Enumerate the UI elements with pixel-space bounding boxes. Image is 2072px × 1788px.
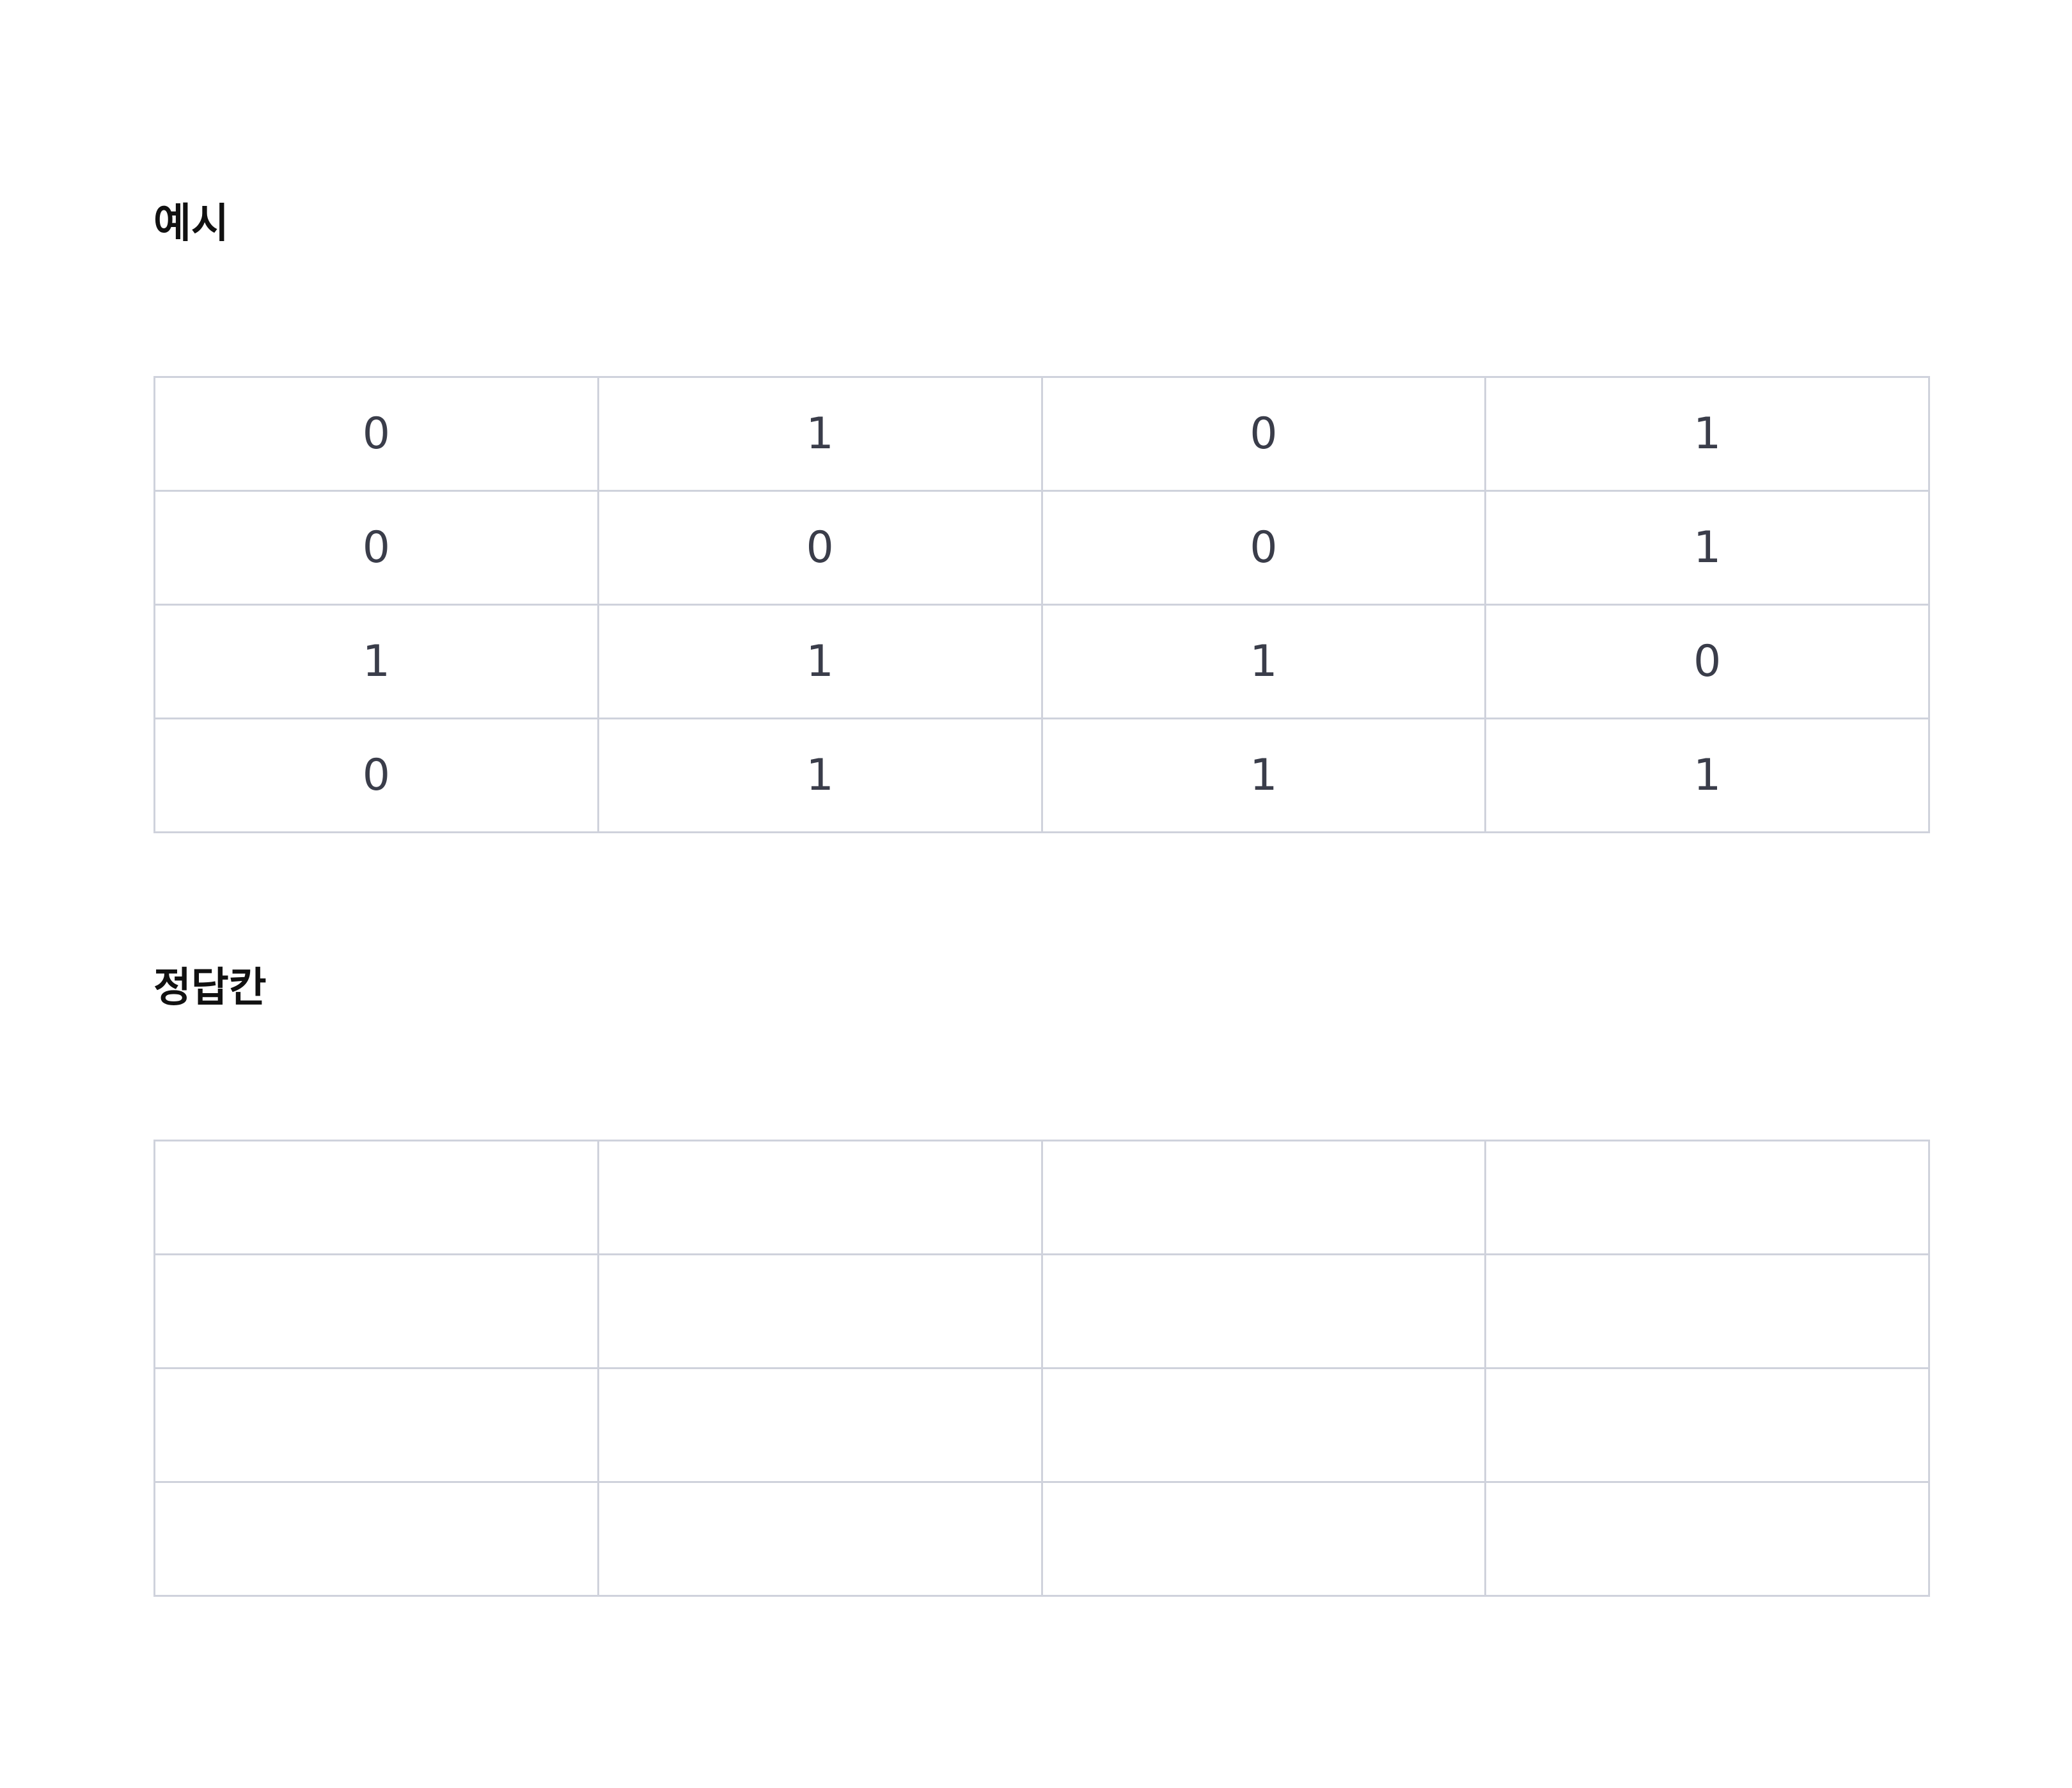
answer-cell[interactable] bbox=[1040, 1140, 1487, 1255]
table-row bbox=[153, 1367, 1930, 1483]
answer-cell[interactable] bbox=[597, 1140, 1043, 1255]
answer-cell[interactable] bbox=[597, 1253, 1043, 1369]
answer-cell[interactable] bbox=[1484, 1367, 1930, 1483]
example-cell: 1 bbox=[597, 376, 1043, 492]
table-row: 0 1 1 1 bbox=[153, 718, 1930, 833]
answer-title: 정답칸 bbox=[153, 964, 267, 1012]
example-cell: 0 bbox=[153, 376, 599, 492]
example-cell: 1 bbox=[1484, 490, 1930, 606]
answer-cell[interactable] bbox=[1484, 1140, 1930, 1255]
table-row bbox=[153, 1140, 1930, 1255]
example-title: 예시 bbox=[153, 200, 229, 247]
example-cell: 0 bbox=[1040, 490, 1487, 606]
example-cell: 0 bbox=[153, 718, 599, 833]
answer-cell[interactable] bbox=[1040, 1367, 1487, 1483]
example-cell: 0 bbox=[1484, 604, 1930, 719]
answer-cell[interactable] bbox=[1484, 1481, 1930, 1597]
example-cell: 1 bbox=[597, 604, 1043, 719]
answer-cell[interactable] bbox=[153, 1253, 599, 1369]
example-cell: 0 bbox=[597, 490, 1043, 606]
example-cell: 1 bbox=[1040, 718, 1487, 833]
answer-cell[interactable] bbox=[597, 1367, 1043, 1483]
answer-cell[interactable] bbox=[1040, 1253, 1487, 1369]
example-cell: 1 bbox=[1484, 376, 1930, 492]
answer-cell[interactable] bbox=[1040, 1481, 1487, 1597]
example-cell: 1 bbox=[1040, 604, 1487, 719]
table-row: 0 0 0 1 bbox=[153, 490, 1930, 606]
answer-cell[interactable] bbox=[153, 1140, 599, 1255]
table-row bbox=[153, 1253, 1930, 1369]
table-row: 0 1 0 1 bbox=[153, 376, 1930, 492]
example-cell: 1 bbox=[597, 718, 1043, 833]
answer-cell[interactable] bbox=[1484, 1253, 1930, 1369]
example-table: 0 1 0 1 0 0 0 1 1 1 1 0 0 1 1 1 bbox=[153, 376, 1930, 833]
answer-cell[interactable] bbox=[153, 1367, 599, 1483]
answer-table bbox=[153, 1140, 1930, 1597]
example-cell: 1 bbox=[1484, 718, 1930, 833]
table-row: 1 1 1 0 bbox=[153, 604, 1930, 719]
table-row bbox=[153, 1481, 1930, 1597]
answer-cell[interactable] bbox=[153, 1481, 599, 1597]
example-cell: 0 bbox=[1040, 376, 1487, 492]
example-cell: 1 bbox=[153, 604, 599, 719]
example-cell: 0 bbox=[153, 490, 599, 606]
answer-cell[interactable] bbox=[597, 1481, 1043, 1597]
